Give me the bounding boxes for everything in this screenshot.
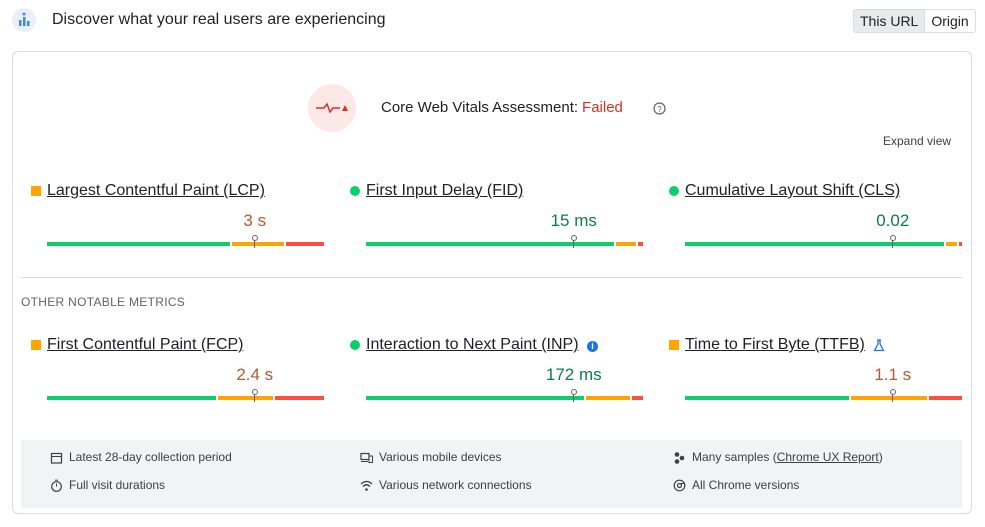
tab[interactable]: Origin xyxy=(924,10,974,32)
footer-item: Many samples (Chrome UX Report) xyxy=(673,450,883,464)
p75-marker-head xyxy=(251,235,258,241)
distribution-bar xyxy=(47,242,324,246)
card xyxy=(12,51,972,514)
other-heading: OTHER NOTABLE METRICS xyxy=(21,295,186,309)
metric-name[interactable]: Largest Contentful Paint (LCP) xyxy=(47,182,265,199)
distribution-segment xyxy=(218,396,273,400)
distribution-bar xyxy=(685,242,962,246)
footer-text: All Chrome versions xyxy=(692,478,800,492)
distribution-segment xyxy=(47,396,217,400)
p75-marker xyxy=(254,392,256,402)
assessment: Core Web Vitals Assessment: Failed xyxy=(381,99,623,116)
distribution-bar xyxy=(366,242,643,246)
footer-item: Various network connections xyxy=(360,478,532,492)
metric-name[interactable]: First Contentful Paint (FCP) xyxy=(47,336,244,353)
distribution-bar xyxy=(47,396,324,400)
metric-value: 3 s xyxy=(243,211,267,230)
status-indicator xyxy=(669,340,679,350)
footer-text: ) xyxy=(878,450,883,464)
help-icon[interactable]: ? xyxy=(653,102,666,115)
status-indicator xyxy=(669,186,679,196)
distribution-segment xyxy=(586,396,631,400)
distribution-segment xyxy=(685,242,945,246)
p75-marker-head xyxy=(570,235,577,241)
p75-marker xyxy=(573,238,575,248)
distribution-bar xyxy=(685,396,962,400)
lab-icon xyxy=(873,339,885,357)
footer-item: All Chrome versions xyxy=(673,478,799,492)
distribution-segment xyxy=(632,396,644,400)
devices-icon xyxy=(360,452,373,463)
distribution-segment xyxy=(946,242,958,246)
distribution-segment xyxy=(685,396,849,400)
calendar-icon xyxy=(50,452,63,464)
p75-marker xyxy=(892,392,894,402)
distribution-segment xyxy=(47,242,230,246)
metric-name[interactable]: Time to First Byte (TTFB) xyxy=(685,336,865,353)
distribution-segment xyxy=(366,242,615,246)
timer-icon xyxy=(51,479,62,492)
distribution-bar xyxy=(366,396,644,400)
distribution-segment xyxy=(366,396,585,400)
footer-text: Many samples ( xyxy=(692,450,777,464)
distribution-segment xyxy=(929,396,962,400)
metric-value: 0.02 xyxy=(876,211,910,230)
status-indicator xyxy=(31,340,41,350)
p75-marker-head xyxy=(570,389,577,395)
metric-value: 172 ms xyxy=(545,365,602,384)
p75-marker xyxy=(573,392,575,402)
assessment-icon xyxy=(308,84,356,132)
footer-item: Various mobile devices xyxy=(360,450,502,464)
footer-text: Many samples (Chrome UX Report) xyxy=(692,450,883,464)
samples-icon xyxy=(674,451,685,464)
assessment-result: Failed xyxy=(582,99,623,116)
info-icon: i xyxy=(587,341,598,352)
footer-box xyxy=(21,440,962,508)
expand-view[interactable]: Expand view xyxy=(883,134,952,148)
distribution-segment xyxy=(959,242,962,246)
network-icon xyxy=(360,480,373,491)
distribution-segment xyxy=(637,242,643,246)
tab-group: This URL Origin xyxy=(853,9,976,33)
metric-name[interactable]: First Input Delay (FID) xyxy=(366,182,524,199)
p75-marker-head xyxy=(251,389,258,395)
footer-item: Full visit durations xyxy=(50,478,165,492)
divider xyxy=(21,277,962,278)
metric-value: 15 ms xyxy=(550,211,597,230)
footer-item: Latest 28-day collection period xyxy=(50,450,232,464)
distribution-segment xyxy=(850,396,928,400)
chrome-icon xyxy=(673,479,686,491)
svg-text:?: ? xyxy=(657,105,662,114)
footer-text: Latest 28-day collection period xyxy=(69,450,232,464)
p75-marker-head xyxy=(889,235,896,241)
footer-text: Full visit durations xyxy=(69,478,166,492)
distribution-segment xyxy=(231,242,284,246)
assessment-label: Core Web Vitals Assessment: xyxy=(381,99,579,116)
distribution-segment xyxy=(616,242,636,246)
metric-value: 1.1 s xyxy=(874,365,912,384)
section-title: Discover what your real users are experi… xyxy=(52,11,386,28)
metric-name[interactable]: Cumulative Layout Shift (CLS) xyxy=(685,182,901,199)
tab[interactable]: This URL xyxy=(854,10,925,32)
status-indicator xyxy=(350,340,360,350)
distribution-segment xyxy=(274,396,324,400)
footer-text: Various network connections xyxy=(379,478,532,492)
p75-marker xyxy=(892,238,894,248)
metric-value: 2.4 s xyxy=(236,365,274,384)
p75-marker xyxy=(254,238,256,248)
p75-marker-head xyxy=(889,389,896,395)
status-indicator xyxy=(350,186,360,196)
metric-name[interactable]: Interaction to Next Paint (INP) xyxy=(366,336,579,353)
crux-link[interactable]: Chrome UX Report xyxy=(776,450,879,464)
status-indicator xyxy=(31,186,41,196)
header-icon xyxy=(12,8,36,32)
footer-text: Various mobile devices xyxy=(379,450,502,464)
distribution-segment xyxy=(285,242,324,246)
